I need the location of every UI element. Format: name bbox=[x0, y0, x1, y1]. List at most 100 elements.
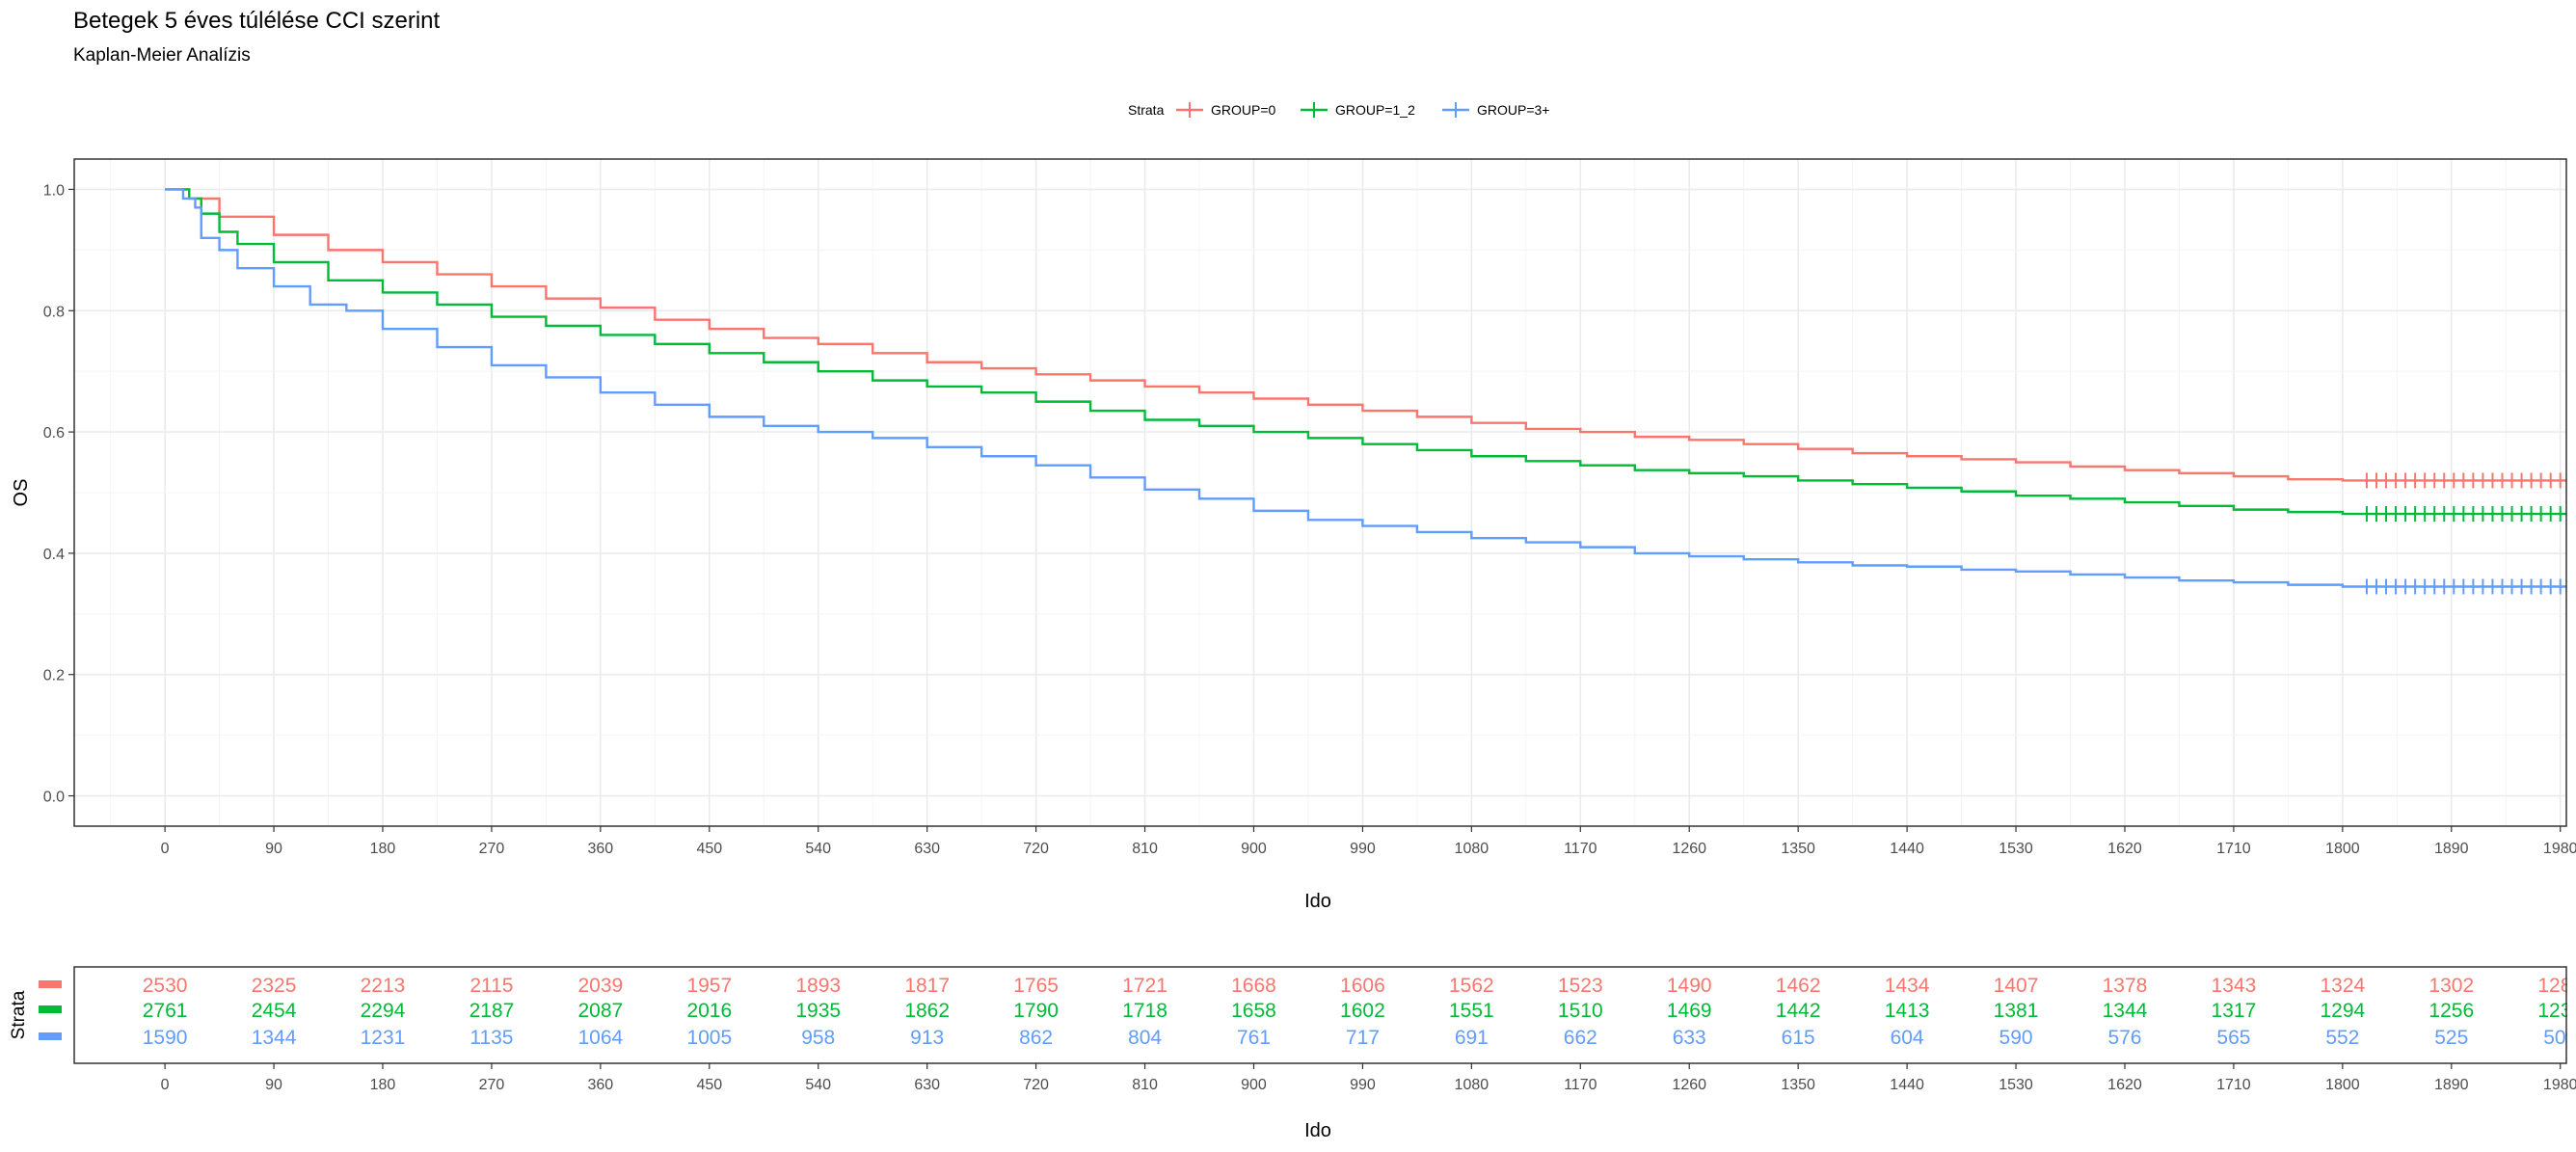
risk-table-x-axis: 0 90 180 270 360 450 540 630 720 810 900 990 1080 117… bbox=[161, 1063, 2576, 1093]
risk-table: 2530 2325 2213 2115 2039 1957 1893 1817 1765 1721… bbox=[143, 967, 2576, 1063]
risk-cell: 1135 bbox=[470, 1027, 513, 1049]
x-tick-label: 180 bbox=[370, 841, 396, 857]
risk-table-x-tick-label: 360 bbox=[588, 1077, 614, 1093]
risk-cell: 2761 bbox=[143, 1000, 188, 1022]
risk-cell: 1590 bbox=[143, 1027, 188, 1049]
main-plot-border bbox=[73, 158, 2567, 827]
risk-cell: 2213 bbox=[361, 975, 406, 997]
risk-cell: 1064 bbox=[578, 1027, 624, 1049]
risk-table-x-tick-label: 180 bbox=[370, 1077, 396, 1093]
risk-cell: 1862 bbox=[904, 1000, 950, 1022]
risk-table-key bbox=[39, 1032, 62, 1040]
risk-cell: 1317 bbox=[2212, 1000, 2257, 1022]
risk-cell: 2115 bbox=[470, 975, 513, 997]
x-axis-label: Ido bbox=[1304, 891, 1331, 912]
x-tick-label: 1710 bbox=[2216, 841, 2251, 857]
risk-cell: 662 bbox=[1564, 1027, 1597, 1049]
legend-item-3: GROUP=3+ bbox=[1477, 102, 1549, 118]
x-tick-label: 1980 bbox=[2543, 841, 2576, 857]
risk-cell: 1434 bbox=[1885, 975, 1930, 997]
risk-table-x-label: Ido bbox=[1304, 1120, 1331, 1141]
risk-cell: 1551 bbox=[1449, 1000, 1494, 1022]
chart-subtitle: Kaplan-Meier Analízis bbox=[73, 45, 251, 66]
risk-cell: 717 bbox=[1346, 1027, 1380, 1049]
x-tick-label: 1350 bbox=[1781, 841, 1815, 857]
risk-table-x-tick-label: 0 bbox=[161, 1077, 170, 1093]
x-tick-label: 0 bbox=[161, 841, 170, 857]
y-axis: 0.0 0.2 0.4 0.6 0.8 1.0 bbox=[43, 182, 74, 806]
chart-title: Betegek 5 éves túlélése CCI szerint bbox=[73, 8, 441, 34]
risk-table-x-tick-label: 810 bbox=[1132, 1077, 1158, 1093]
x-tick-label: 1260 bbox=[1672, 841, 1706, 857]
risk-cell: 2325 bbox=[252, 975, 297, 997]
risk-cell: 1324 bbox=[2320, 975, 2365, 997]
risk-cell: 1343 bbox=[2212, 975, 2257, 997]
risk-cell: 1658 bbox=[1231, 1000, 1276, 1022]
risk-cell: 1462 bbox=[1776, 975, 1821, 997]
y-axis-label: OS bbox=[11, 479, 32, 507]
risk-cell: 1378 bbox=[2103, 975, 2148, 997]
risk-cell: 1510 bbox=[1558, 1000, 1603, 1022]
risk-table-x-tick-label: 1170 bbox=[1564, 1077, 1597, 1093]
risk-cell: 1302 bbox=[2428, 975, 2474, 997]
risk-cell: 1721 bbox=[1122, 975, 1167, 997]
main-grid bbox=[74, 159, 2566, 826]
risk-cell: 1442 bbox=[1776, 1000, 1821, 1022]
y-tick-label: 0.4 bbox=[43, 547, 65, 563]
risk-table-x-tick-label: 1980 bbox=[2543, 1077, 2576, 1093]
y-tick-label: 0.6 bbox=[43, 425, 65, 442]
x-tick-label: 810 bbox=[1132, 841, 1158, 857]
risk-cell: 1523 bbox=[1558, 975, 1603, 997]
risk-cell: 1381 bbox=[1994, 1000, 2039, 1022]
risk-table-y-label: Strata bbox=[9, 990, 29, 1039]
risk-table-x-tick-label: 1440 bbox=[1890, 1077, 1924, 1093]
x-tick-label: 720 bbox=[1023, 841, 1049, 857]
x-axis: 0 90 180 270 360 450 540 630 720 810 900 990 1080 117… bbox=[161, 826, 2576, 857]
survival-curve-3 bbox=[165, 188, 2566, 588]
risk-cell: 913 bbox=[910, 1027, 944, 1049]
risk-cell: 525 bbox=[2434, 1027, 2468, 1049]
survival-curve-2 bbox=[165, 188, 2566, 516]
risk-cell: 761 bbox=[1237, 1027, 1271, 1049]
risk-cell: 1344 bbox=[252, 1027, 297, 1049]
x-tick-label: 1890 bbox=[2434, 841, 2469, 857]
risk-cell: 1413 bbox=[1885, 1000, 1930, 1022]
risk-cell: 1344 bbox=[2103, 1000, 2148, 1022]
y-tick-label: 0.8 bbox=[43, 304, 65, 320]
survival-curve-1 bbox=[165, 188, 2566, 482]
risk-cell: 1005 bbox=[686, 1027, 732, 1049]
risk-table-x-tick-label: 90 bbox=[265, 1077, 282, 1093]
risk-cell: 1294 bbox=[2320, 1000, 2365, 1022]
risk-cell: 1765 bbox=[1013, 975, 1059, 997]
x-tick-label: 630 bbox=[914, 841, 940, 857]
x-tick-label: 270 bbox=[479, 841, 505, 857]
risk-table-keys bbox=[39, 980, 62, 1040]
risk-table-x-tick-label: 450 bbox=[696, 1077, 722, 1093]
risk-table-x-tick-label: 1620 bbox=[2107, 1077, 2142, 1093]
x-tick-label: 1440 bbox=[1890, 841, 1924, 857]
legend-item-1: GROUP=0 bbox=[1211, 102, 1276, 118]
risk-cell: 1606 bbox=[1340, 975, 1385, 997]
risk-cell: 604 bbox=[1891, 1027, 1924, 1049]
risk-table-x-tick-label: 1530 bbox=[1999, 1077, 2033, 1093]
risk-cell: 2039 bbox=[578, 975, 624, 997]
x-tick-label: 1620 bbox=[2107, 841, 2142, 857]
risk-table-border bbox=[73, 966, 2567, 1064]
x-tick-label: 900 bbox=[1241, 841, 1267, 857]
x-tick-label: 1080 bbox=[1455, 841, 1489, 857]
risk-cell: 1893 bbox=[795, 975, 841, 997]
legend-title: Strata bbox=[1128, 102, 1165, 118]
risk-cell: 2087 bbox=[578, 1000, 624, 1022]
y-tick-label: 0.2 bbox=[43, 668, 65, 684]
risk-table-x-tick-label: 720 bbox=[1023, 1077, 1049, 1093]
risk-table-key bbox=[39, 1005, 62, 1013]
risk-table-edge bbox=[2567, 967, 2576, 1063]
risk-cell: 1407 bbox=[1994, 975, 2039, 997]
risk-table-x-tick-label: 1260 bbox=[1672, 1077, 1706, 1093]
risk-cell: 615 bbox=[1782, 1027, 1815, 1049]
risk-cell: 804 bbox=[1128, 1027, 1162, 1049]
risk-cell: 862 bbox=[1019, 1027, 1053, 1049]
risk-cell: 633 bbox=[1673, 1027, 1706, 1049]
risk-table-x-tick-label: 270 bbox=[479, 1077, 505, 1093]
